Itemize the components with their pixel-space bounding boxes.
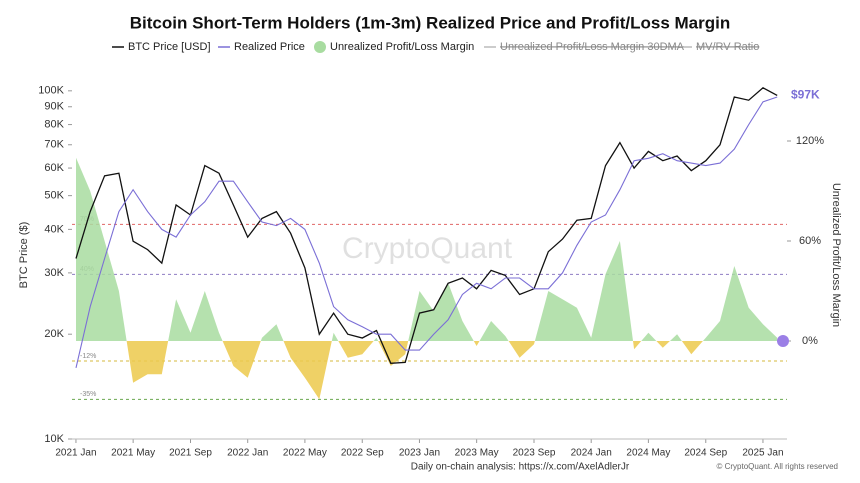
x-tick-label: 2022 Jan bbox=[227, 448, 268, 459]
x-tick-label: 2021 May bbox=[111, 448, 155, 459]
legend-label: Realized Price bbox=[234, 41, 305, 53]
chart-title: Bitcoin Short-Term Holders (1m-3m) Reali… bbox=[130, 13, 730, 32]
y-tick-label: 70K bbox=[44, 139, 64, 151]
x-tick-label: 2021 Jan bbox=[55, 448, 96, 459]
x-tick-label: 2025 Jan bbox=[742, 448, 783, 459]
line bbox=[75, 87, 778, 364]
y2-tick-label: 60% bbox=[799, 235, 821, 247]
x-tick-label: 2021 Sep bbox=[169, 448, 212, 459]
y-tick-label: 100K bbox=[38, 85, 64, 97]
y-tick-label: 50K bbox=[44, 190, 64, 202]
y-tick-label: 60K bbox=[44, 162, 64, 174]
x-tick-label: 2024 Sep bbox=[684, 448, 727, 459]
legend-label: BTC Price [USD] bbox=[128, 41, 211, 53]
y-tick-label: 10K bbox=[44, 433, 64, 445]
y-tick-label: 30K bbox=[44, 267, 64, 279]
price-annotation: $97K bbox=[791, 88, 820, 102]
y-tick-label: 40K bbox=[44, 223, 64, 235]
x-tick-label: 2023 Sep bbox=[513, 448, 556, 459]
x-tick-label: 2024 May bbox=[626, 448, 670, 459]
y-axis-title: BTC Price ($) bbox=[18, 222, 30, 289]
footer-copyright: © CryptoQuant. All rights reserved bbox=[717, 462, 839, 471]
y2-tick-label: 0% bbox=[802, 335, 818, 347]
watermark: CryptoQuant bbox=[342, 232, 513, 265]
x-tick-label: 2022 May bbox=[283, 448, 327, 459]
legend-label-hidden: Unrealized Profit/Loss Margin 30DMA bbox=[500, 41, 685, 53]
y-tick-label: 20K bbox=[44, 328, 64, 340]
threshold-label: -35% bbox=[80, 391, 96, 398]
area-negative bbox=[76, 341, 778, 400]
end-marker bbox=[777, 335, 789, 347]
legend-swatch bbox=[314, 41, 326, 53]
legend-label: Unrealized Profit/Loss Margin bbox=[330, 41, 474, 53]
x-tick-label: 2023 May bbox=[455, 448, 499, 459]
legend-label-hidden: MV/RV Ratio bbox=[696, 41, 759, 53]
y2-tick-label: 120% bbox=[796, 135, 824, 147]
line bbox=[75, 96, 778, 369]
y-tick-label: 80K bbox=[44, 118, 64, 130]
area-positive bbox=[76, 157, 778, 341]
threshold-label: -12% bbox=[80, 353, 96, 360]
footer-source: Daily on-chain analysis: https://x.com/A… bbox=[411, 462, 630, 473]
x-tick-label: 2024 Jan bbox=[571, 448, 612, 459]
y2-axis-title: Unrealized Profit/Loss Margin bbox=[830, 183, 842, 327]
x-tick-label: 2022 Sep bbox=[341, 448, 384, 459]
x-tick-label: 2023 Jan bbox=[399, 448, 440, 459]
y-tick-label: 90K bbox=[44, 101, 64, 113]
